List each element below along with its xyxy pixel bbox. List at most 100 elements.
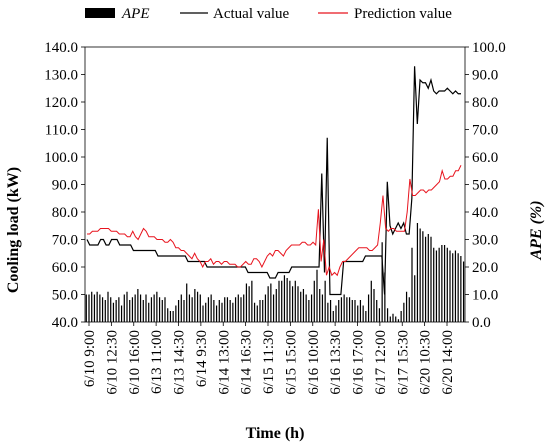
ape-bar [308,300,310,322]
ape-bar [248,286,250,322]
x-axis-ticks: 6/10 9:00 6/10 12:30 6/10 16:00 6/13 11:00 6… [82,322,456,395]
ape-bar [91,291,93,322]
ape-bar [294,280,296,322]
ape-bar [120,305,123,322]
ape-bar [300,291,302,322]
ape-bar [186,283,188,322]
left-tick-label: 50.0 [52,288,78,304]
ape-bar [167,308,169,322]
ape-bar [115,300,117,322]
ape-bar [237,294,239,322]
left-tick-label: 140.0 [44,40,78,56]
ape-bar [384,272,386,322]
ape-bar [213,300,215,322]
ape-bar [357,305,359,322]
actual-value-line [86,66,461,296]
ape-bar [99,294,101,322]
ape-bar [346,297,348,322]
ape-bar [93,294,96,322]
ape-bar [218,300,220,322]
legend-label-prediction: Prediction value [354,6,452,22]
left-axis-ticks: 40.0 50.0 60.0 70.0 80.0 90.0 100.0 110.0 120.0 1… [44,40,85,331]
ape-bar [329,300,332,322]
ape-bar [381,242,383,322]
right-tick-label: 50.0 [472,178,498,194]
ape-bar [460,256,462,322]
right-tick-label: 70.0 [472,123,498,139]
ape-bar [321,294,324,322]
ape-bar [462,261,465,322]
right-tick-label: 10.0 [472,288,498,304]
right-tick-label: 90.0 [472,68,498,84]
ape-bar [129,300,131,322]
right-axis-ticks: 0.0 10.0 20.0 30.0 40.0 50.0 60.0 70.0 80.0 90.0 1… [465,40,506,331]
ape-bar [286,278,288,322]
ape-bar [457,253,459,322]
legend-label-actual: Actual value [213,6,290,22]
ape-bar [278,280,280,322]
ape-bar [256,305,258,322]
ape-bar [251,280,253,322]
ape-bar [267,286,269,322]
ape-bar [243,294,245,322]
plot-area [84,46,466,323]
ape-bar [134,294,136,322]
legend-swatch-ape [85,8,115,18]
x-tick-label: 6/14 16:30 [239,330,255,395]
ape-bar [156,291,158,322]
ape-bar [430,236,432,322]
ape-bar [313,280,315,322]
x-tick-label: 6/14 9:30 [194,330,210,387]
right-tick-label: 60.0 [472,150,498,166]
ape-bar [291,286,294,322]
ape-bar [85,294,87,322]
ape-bar [270,283,272,322]
x-tick-label: 6/13 11:00 [149,330,165,394]
ape-bar [389,316,391,322]
prediction-value-line [87,165,462,277]
ape-bar [405,291,408,322]
ape-bar [403,302,405,322]
ape-bar [343,294,345,322]
ape-bar [435,250,438,322]
ape-bar [316,269,318,322]
x-tick-label: 6/16 13:30 [328,330,344,395]
ape-bar [416,223,419,322]
left-tick-label: 70.0 [52,233,78,249]
ape-bar [348,297,351,322]
ape-bar [338,300,340,322]
ape-bar [183,300,185,322]
ape-bar [96,291,98,322]
ape-bar [272,294,275,322]
x-tick-label: 6/15 11:30 [261,330,277,394]
ape-bar [172,311,174,322]
ape-bar [275,289,277,322]
ape-bar [441,245,443,322]
ape-bar [153,294,155,322]
ape-bar [139,294,142,322]
ape-bar [205,302,207,322]
ape-bar [408,297,410,322]
x-tick-label: 6/15 15:00 [283,330,299,395]
x-tick-label: 6/10 9:00 [82,330,98,387]
ape-bar [400,311,402,322]
ape-bar [367,294,370,322]
ape-bar [118,297,120,322]
legend-label-ape: APE [121,6,150,22]
ape-bar [150,297,153,322]
ape-bar [164,297,166,322]
ape-bar [324,280,326,322]
ape-bar [224,297,226,322]
x-tick-label: 6/17 12:00 [373,330,389,395]
ape-bar [310,294,313,322]
ape-bar [386,308,389,322]
right-tick-label: 0.0 [472,315,491,331]
ape-bar [376,300,378,322]
left-axis-title: Cooling load (kW) [5,167,22,293]
ape-bar [370,280,372,322]
left-tick-label: 60.0 [52,260,78,276]
ape-bar [454,250,457,322]
ape-bar [199,294,201,322]
ape-bar [327,302,329,322]
